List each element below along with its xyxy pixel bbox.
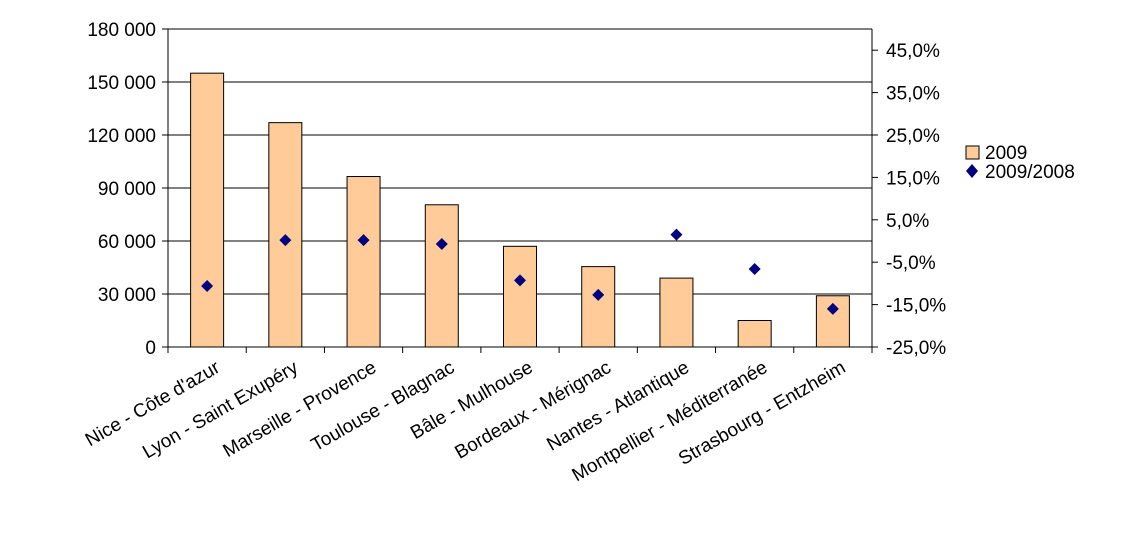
marker	[201, 279, 214, 292]
left-tick-label: 180 000	[87, 20, 156, 41]
left-axis-ticks: 0 30 000 60 000 90 000 120 000 150 000 180 000	[87, 20, 168, 359]
bar	[737, 320, 772, 348]
marker	[748, 262, 761, 275]
left-tick-label: 30 000	[98, 285, 156, 306]
legend-swatch-2009	[965, 145, 980, 160]
left-tick-label: 150 000	[87, 73, 156, 94]
marker	[826, 302, 839, 315]
right-tick-label: -5,0%	[886, 253, 936, 274]
left-tick-label: 90 000	[98, 179, 156, 200]
marker	[279, 234, 292, 247]
right-tick-label: 15,0%	[886, 168, 940, 189]
right-tick-label: 35,0%	[886, 84, 940, 105]
marker	[435, 237, 448, 250]
bar	[190, 72, 225, 348]
markers	[201, 228, 839, 315]
legend-label-2009: 2009	[985, 143, 1027, 164]
category-label: Toulouse - Blagnac	[308, 357, 458, 456]
left-tick-label: 120 000	[87, 126, 156, 147]
marker	[592, 288, 605, 301]
legend: 2009 2009/2008	[965, 143, 1075, 183]
left-tick-label: 0	[145, 338, 156, 359]
bar	[503, 245, 537, 348]
bars	[190, 72, 850, 348]
marker	[357, 234, 370, 247]
right-axis-ticks: -25,0% -15,0% -5,0% 5,0% 15,0% 25,0% 35,0% 45,0…	[872, 41, 946, 359]
legend-label-2009-2008: 2009/2008	[985, 162, 1075, 183]
left-tick-label: 60 000	[98, 232, 156, 253]
right-tick-label: 5,0%	[886, 211, 929, 232]
marker	[514, 274, 526, 287]
legend-marker-2009-2008	[966, 164, 978, 178]
bar	[659, 277, 694, 348]
marker	[670, 228, 683, 241]
bar	[581, 266, 616, 348]
right-tick-label: 45,0%	[886, 41, 940, 62]
right-tick-label: -25,0%	[886, 338, 946, 359]
right-tick-label: -15,0%	[886, 296, 946, 317]
bar	[424, 204, 459, 348]
bar	[346, 176, 381, 348]
right-tick-label: 25,0%	[886, 126, 940, 147]
